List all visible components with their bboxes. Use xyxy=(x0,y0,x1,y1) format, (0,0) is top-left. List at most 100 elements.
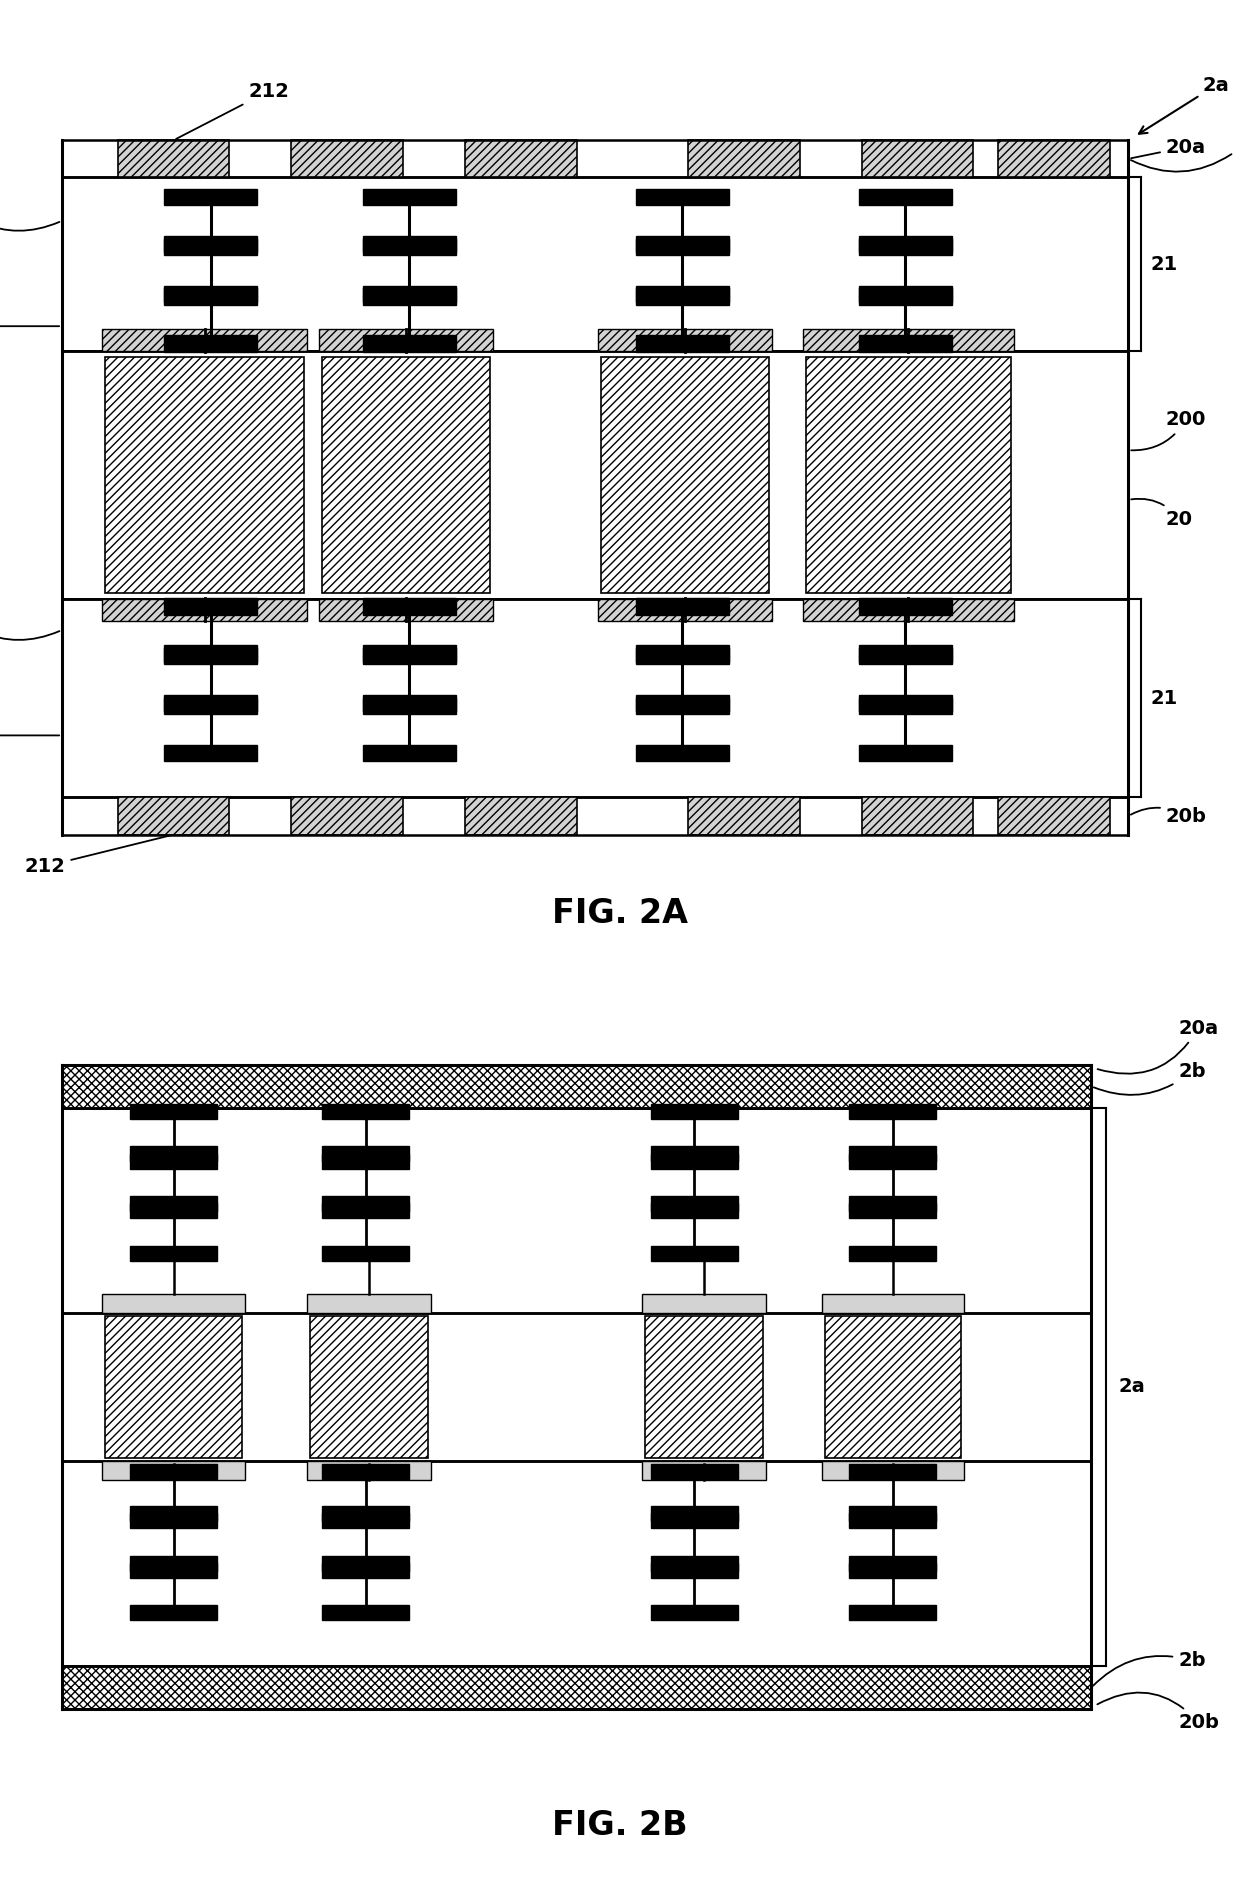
Text: 20: 20 xyxy=(1131,500,1193,528)
Bar xyxy=(688,798,800,834)
Bar xyxy=(651,1556,738,1571)
Bar xyxy=(130,1195,217,1210)
Bar xyxy=(849,1463,936,1478)
Text: FIG. 2A: FIG. 2A xyxy=(552,897,688,929)
Bar xyxy=(62,598,1128,798)
Bar xyxy=(130,1514,217,1528)
Bar xyxy=(858,285,952,302)
Bar xyxy=(322,1463,409,1478)
Text: 212: 212 xyxy=(176,82,289,139)
Bar xyxy=(849,1556,936,1571)
Bar xyxy=(858,598,952,614)
Bar xyxy=(130,1104,217,1119)
Bar xyxy=(62,1108,1091,1666)
Text: FIG. 2B: FIG. 2B xyxy=(552,1809,688,1841)
Bar xyxy=(130,1463,217,1478)
Bar xyxy=(322,1153,409,1168)
Bar xyxy=(858,336,952,351)
Text: 21: 21 xyxy=(1151,255,1178,274)
Bar xyxy=(645,1317,763,1457)
Bar xyxy=(862,141,973,177)
Bar xyxy=(651,1153,738,1168)
Bar xyxy=(130,1203,217,1218)
Bar xyxy=(164,285,258,302)
Bar xyxy=(821,1294,965,1313)
Bar xyxy=(164,745,258,760)
Bar xyxy=(998,141,1110,177)
Bar xyxy=(164,289,258,304)
Bar xyxy=(362,289,456,304)
Bar xyxy=(362,745,456,760)
Bar xyxy=(849,1146,936,1161)
Text: 2b: 2b xyxy=(1094,1062,1205,1094)
Bar xyxy=(322,1507,409,1520)
Text: 20a: 20a xyxy=(1097,1018,1218,1074)
Bar xyxy=(291,141,403,177)
Bar xyxy=(651,1514,738,1528)
Bar xyxy=(322,1104,409,1119)
Bar xyxy=(130,1246,217,1260)
Bar xyxy=(642,1461,766,1480)
Bar xyxy=(130,1564,217,1579)
Bar xyxy=(362,695,456,711)
Text: 21: 21 xyxy=(1151,688,1178,707)
Bar xyxy=(362,648,456,665)
Bar xyxy=(130,1146,217,1161)
Bar xyxy=(362,646,456,661)
Bar xyxy=(164,695,258,711)
Bar xyxy=(130,1153,217,1168)
Bar xyxy=(642,1294,766,1313)
Bar xyxy=(998,798,1110,834)
Bar xyxy=(849,1104,936,1119)
Bar xyxy=(62,1064,1091,1108)
Bar xyxy=(322,1146,409,1161)
Bar xyxy=(651,1195,738,1210)
Bar xyxy=(858,697,952,714)
Bar xyxy=(635,598,729,614)
Bar xyxy=(465,798,577,834)
Bar xyxy=(651,1203,738,1218)
Bar xyxy=(105,357,304,593)
Bar xyxy=(322,1606,409,1621)
Bar xyxy=(858,289,952,304)
Text: 20a: 20a xyxy=(1131,137,1205,158)
Bar xyxy=(465,141,577,177)
Bar xyxy=(651,1246,738,1260)
Bar xyxy=(164,646,258,661)
Bar xyxy=(164,336,258,351)
Text: 20b: 20b xyxy=(1131,808,1207,826)
Text: 211: 211 xyxy=(0,200,60,230)
Bar xyxy=(858,236,952,253)
Text: 2a: 2a xyxy=(1118,1378,1146,1396)
Bar xyxy=(635,289,729,304)
Bar xyxy=(322,1556,409,1571)
Bar xyxy=(849,1153,936,1168)
Bar xyxy=(599,598,771,621)
Bar xyxy=(362,190,456,205)
Bar xyxy=(362,285,456,302)
Bar xyxy=(858,648,952,665)
Bar xyxy=(849,1606,936,1621)
Bar xyxy=(635,745,729,760)
Bar xyxy=(322,1514,409,1528)
Bar xyxy=(62,1313,1091,1461)
Bar xyxy=(651,1463,738,1478)
Bar xyxy=(849,1246,936,1260)
Bar xyxy=(858,695,952,711)
Text: 20b: 20b xyxy=(1097,1693,1219,1733)
Text: 210: 210 xyxy=(0,317,60,336)
Bar xyxy=(651,1104,738,1119)
Bar xyxy=(118,798,229,834)
Bar xyxy=(164,190,258,205)
Bar xyxy=(320,329,492,352)
Bar xyxy=(322,357,490,593)
Bar xyxy=(362,336,456,351)
Bar xyxy=(601,357,769,593)
Bar xyxy=(635,336,729,351)
Bar xyxy=(130,1507,217,1520)
Bar xyxy=(635,190,729,205)
Bar xyxy=(849,1507,936,1520)
Bar xyxy=(310,1317,428,1457)
Text: 212: 212 xyxy=(25,836,171,876)
Text: 210: 210 xyxy=(0,726,60,745)
